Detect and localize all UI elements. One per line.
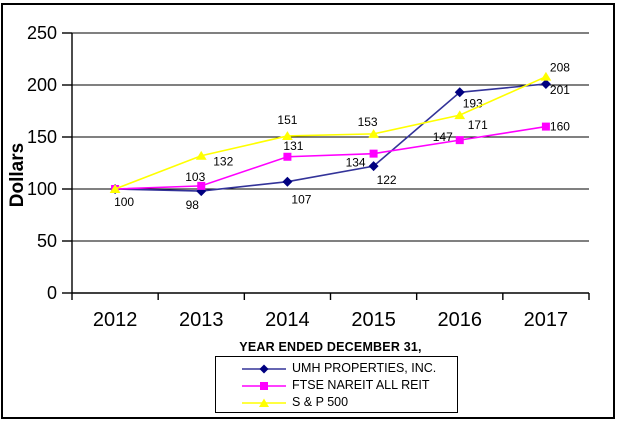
triangle-marker-icon xyxy=(195,150,207,160)
diamond-marker-icon xyxy=(540,78,551,89)
x-tick-label: 2015 xyxy=(351,309,396,331)
diamond-line-icon xyxy=(242,362,286,374)
triangle-marker-icon xyxy=(454,110,466,120)
data-label: 208 xyxy=(550,61,570,75)
triangle-marker-icon xyxy=(109,184,121,193)
data-label: 122 xyxy=(377,173,397,187)
legend-label: UMH PROPERTIES, INC. xyxy=(292,360,437,375)
diamond-marker-icon xyxy=(368,161,379,172)
square-marker-icon xyxy=(369,149,378,158)
x-tick-label: 2014 xyxy=(265,309,310,331)
x-tick-label: 2013 xyxy=(179,309,224,331)
y-tick-label: 0 xyxy=(47,283,57,303)
square-line-icon xyxy=(242,379,286,391)
legend-label: S & P 500 xyxy=(292,394,349,409)
data-label: 160 xyxy=(550,120,570,134)
data-label: 107 xyxy=(291,193,311,207)
data-label: 131 xyxy=(283,139,303,153)
legend-item-ftse: FTSE NAREIT ALL REIT xyxy=(242,378,457,392)
y-tick-label: 200 xyxy=(27,75,57,95)
data-label: 147 xyxy=(433,130,453,144)
y-tick-label: 50 xyxy=(37,231,57,251)
legend-label: FTSE NAREIT ALL REIT xyxy=(292,377,430,392)
square-marker-icon xyxy=(283,152,292,161)
legend-item-umh: UMH PROPERTIES, INC. xyxy=(242,361,457,375)
series-line xyxy=(115,83,546,192)
data-label: 132 xyxy=(213,155,233,169)
legend: UMH PROPERTIES, INC. FTSE NAREIT ALL REI… xyxy=(215,356,458,413)
x-tick-label: 2017 xyxy=(524,309,569,331)
triangle-marker-icon xyxy=(368,129,379,138)
data-label: 201 xyxy=(550,83,570,97)
y-tick-label: 100 xyxy=(27,179,57,199)
x-tick-label: 2012 xyxy=(93,309,138,331)
square-marker-icon xyxy=(541,122,550,131)
y-axis-title: Dollars xyxy=(7,142,28,208)
data-label: 100 xyxy=(114,195,134,209)
data-label: 171 xyxy=(468,118,488,132)
y-tick-label: 250 xyxy=(27,23,57,43)
triangle-marker-icon xyxy=(540,71,552,81)
series-line xyxy=(115,125,547,190)
square-marker-icon xyxy=(455,136,464,145)
triangle-marker-icon xyxy=(282,131,293,140)
diamond-marker-icon xyxy=(282,176,293,187)
data-label: 153 xyxy=(358,115,378,129)
data-label: 134 xyxy=(346,156,366,170)
x-tick-label: 2016 xyxy=(438,309,483,331)
data-label: 193 xyxy=(463,96,483,110)
data-label: 103 xyxy=(185,170,205,184)
data-label: 98 xyxy=(186,198,200,212)
data-label: 151 xyxy=(277,113,297,127)
chart-frame xyxy=(1,3,615,419)
series-line xyxy=(114,75,547,190)
legend-item-sp500: S & P 500 xyxy=(242,395,457,409)
y-tick-label: 150 xyxy=(27,127,57,147)
square-marker-icon xyxy=(197,181,206,190)
triangle-line-icon xyxy=(242,396,286,408)
x-axis-title: YEAR ENDED DECEMBER 31, xyxy=(239,340,422,354)
diamond-marker-icon xyxy=(454,87,465,98)
